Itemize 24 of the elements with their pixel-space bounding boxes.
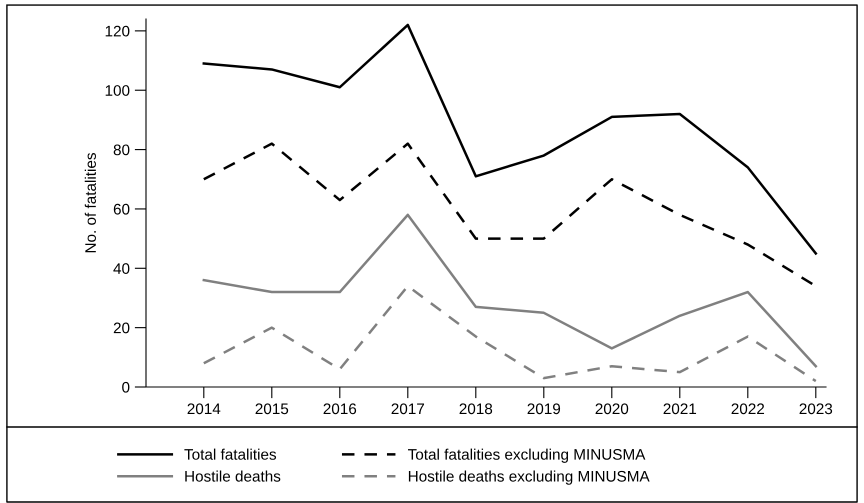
legend-label: Total fatalities [184, 448, 276, 460]
y-tick-label: 80 [114, 144, 130, 156]
legend-label: Total fatalities excluding MINUSMA [408, 448, 646, 463]
y-tick-label: 0 [122, 382, 130, 393]
x-tick-label: 2023 [800, 403, 832, 414]
y-tick-label: 60 [114, 204, 130, 215]
y-tick-label: 120 [106, 26, 130, 37]
line-series [202, 24, 818, 255]
x-tick-label: 2016 [324, 403, 356, 414]
x-tick-label: 2019 [528, 403, 560, 414]
x-tick-label: 2021 [664, 403, 696, 414]
x-tick-label: 2018 [460, 403, 492, 414]
legend-label: Hostile deaths [185, 470, 280, 482]
x-tick-label: 2022 [732, 403, 764, 414]
x-tick-label: 2020 [596, 403, 628, 414]
y-tick-label: 40 [113, 263, 130, 274]
x-tick-label: 2014 [188, 403, 220, 414]
x-tick-label: 2015 [256, 403, 288, 414]
line-series [202, 214, 818, 368]
y-axis-title: No. of fatalities [84, 153, 96, 252]
y-tick-label: 100 [106, 85, 130, 96]
x-tick-label: 2017 [392, 403, 424, 414]
legend-label: Hostile deaths excluding MINUSMA [408, 470, 650, 485]
y-tick-label: 20 [114, 322, 130, 334]
